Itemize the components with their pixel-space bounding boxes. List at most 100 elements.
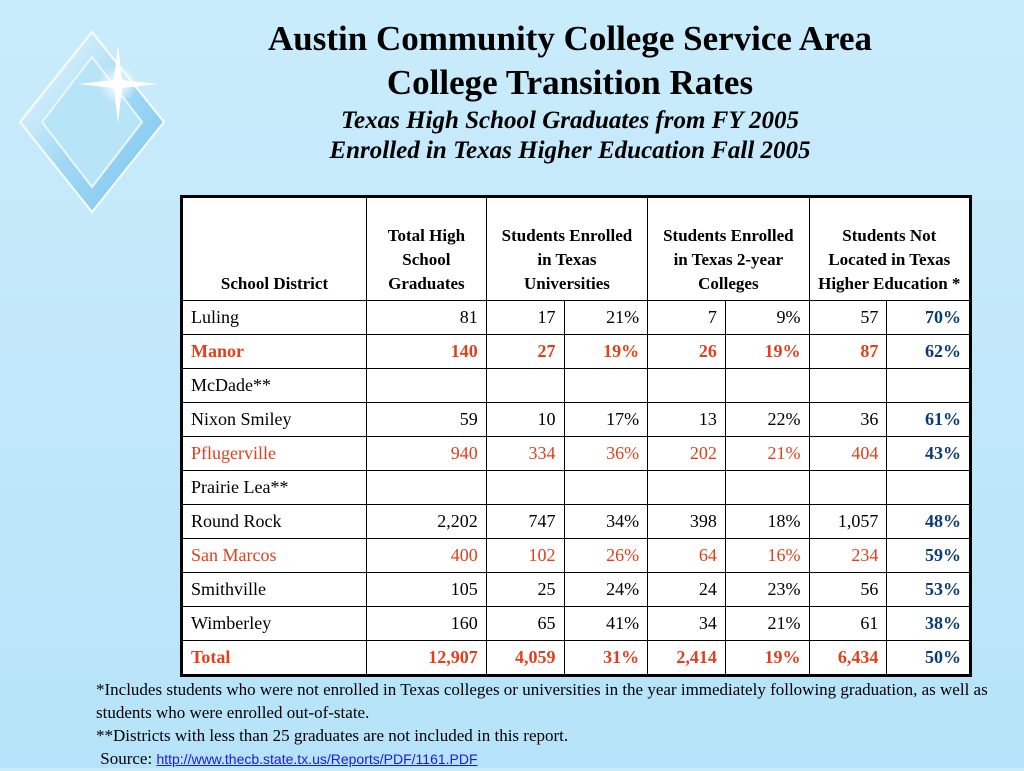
university-count-cell: 334 [485,436,565,471]
table-row: Round Rock 2,202 747 34% 398 18% 1,057 48% [180,504,971,539]
table-row: San Marcos 400 102 26% 64 16% 234 59% [180,538,971,573]
header-2year-colleges: Students Enrolled in Texas 2-year Colleg… [647,196,810,301]
college-percent-cell: 22% [724,402,810,437]
table-header-row: School District Total High School Gradua… [180,196,972,301]
college-percent-cell: 19% [724,334,810,369]
college-count-cell [647,368,726,403]
total-graduates-cell: 160 [366,606,487,641]
header-not-located: Students Not Located in Texas Higher Edu… [808,196,972,301]
university-percent-cell: 21% [563,300,649,335]
subtitle: Texas High School Graduates from FY 2005 [341,107,799,134]
college-percent-cell [724,368,810,403]
not-located-percent-cell [886,470,971,505]
not-located-percent-cell: 70% [886,300,971,335]
district-cell: Manor [180,334,368,369]
total-graduates-cell: 140 [366,334,487,369]
district-cell: Total [180,640,368,676]
footnote-districts: **Districts with less than 25 graduates … [96,726,569,745]
header-total-graduates: Total High School Graduates [366,196,487,301]
university-count-cell: 17 [485,300,565,335]
total-graduates-cell: 59 [366,402,487,437]
table-row: McDade** [180,368,971,403]
total-graduates-cell: 940 [366,436,487,471]
university-percent-cell: 26% [563,538,649,573]
not-located-percent-cell: 50% [886,640,971,676]
not-located-count-cell: 6,434 [808,640,888,676]
university-percent-cell: 19% [563,334,649,369]
not-located-count-cell: 56 [808,572,888,607]
college-percent-cell: 21% [724,436,810,471]
not-located-percent-cell: 43% [886,436,971,471]
college-percent-cell [724,470,810,505]
footnotes: *Includes students who were not enrolled… [96,678,996,771]
district-cell: Luling [180,300,368,335]
university-count-cell: 10 [485,402,565,437]
college-count-cell [647,470,726,505]
not-located-percent-cell: 62% [886,334,971,369]
university-percent-cell [563,470,649,505]
not-located-count-cell: 234 [808,538,888,573]
source-label: Source: [100,749,153,768]
subtitle-line2: Enrolled in Texas Higher Education Fall … [329,137,811,164]
college-count-cell: 24 [647,572,726,607]
table-row: Nixon Smiley 59 10 17% 13 22% 36 61% [180,402,971,437]
college-percent-cell: 18% [724,504,810,539]
university-count-cell: 27 [485,334,565,369]
total-graduates-cell: 81 [366,300,487,335]
college-count-cell: 26 [647,334,726,369]
university-count-cell: 747 [485,504,565,539]
district-cell: Prairie Lea** [180,470,368,505]
source-line: Source: http://www.thecb.state.tx.us/Rep… [96,747,996,771]
not-located-count-cell: 57 [808,300,888,335]
college-percent-cell: 19% [724,640,810,676]
total-graduates-cell [366,470,487,505]
college-percent-cell: 9% [724,300,810,335]
title-block: Austin Community College Service Area Co… [170,18,970,166]
university-percent-cell: 41% [563,606,649,641]
table-row: Smithville 105 25 24% 24 23% 56 53% [180,572,971,607]
district-cell: Pflugerville [180,436,368,471]
university-percent-cell: 34% [563,504,649,539]
not-located-percent-cell: 38% [886,606,971,641]
table-row: Prairie Lea** [180,470,971,505]
university-percent-cell: 36% [563,436,649,471]
not-located-percent-cell: 59% [886,538,971,573]
college-count-cell: 64 [647,538,726,573]
header-school-district: School District [180,196,368,301]
total-graduates-cell: 2,202 [366,504,487,539]
total-graduates-cell [366,368,487,403]
university-percent-cell [563,368,649,403]
university-count-cell: 102 [485,538,565,573]
table-row: Luling 81 17 21% 7 9% 57 70% [180,300,971,335]
page-title-line2: College Transition Rates [386,63,754,102]
college-count-cell: 202 [647,436,726,471]
table-row: Total 12,907 4,059 31% 2,414 19% 6,434 50% [180,640,971,676]
college-percent-cell: 21% [724,606,810,641]
district-cell: Nixon Smiley [180,402,368,437]
table-row: Wimberley 160 65 41% 34 21% 61 38% [180,606,971,641]
page-title: Austin Community College Service Area [267,19,872,58]
table-row: Manor 140 27 19% 26 19% 87 62% [180,334,971,369]
not-located-count-cell: 61 [808,606,888,641]
university-count-cell [485,368,565,403]
college-count-cell: 34 [647,606,726,641]
not-located-percent-cell: 53% [886,572,971,607]
transition-rates-table: School District Total High School Gradua… [180,195,972,677]
not-located-count-cell: 87 [808,334,888,369]
footnote-includes: *Includes students who were not enrolled… [96,680,988,722]
university-percent-cell: 17% [563,402,649,437]
source-link[interactable]: http://www.thecb.state.tx.us/Reports/PDF… [156,751,478,767]
college-count-cell: 13 [647,402,726,437]
header-universities: Students Enrolled in Texas Universities [485,196,649,301]
university-count-cell: 25 [485,572,565,607]
college-percent-cell: 16% [724,538,810,573]
district-cell: Wimberley [180,606,368,641]
not-located-percent-cell [886,368,971,403]
not-located-count-cell: 36 [808,402,888,437]
college-percent-cell: 23% [724,572,810,607]
not-located-percent-cell: 48% [886,504,971,539]
district-cell: Round Rock [180,504,368,539]
not-located-percent-cell: 61% [886,402,971,437]
diamond-sparkle-logo [18,30,166,214]
college-count-cell: 398 [647,504,726,539]
